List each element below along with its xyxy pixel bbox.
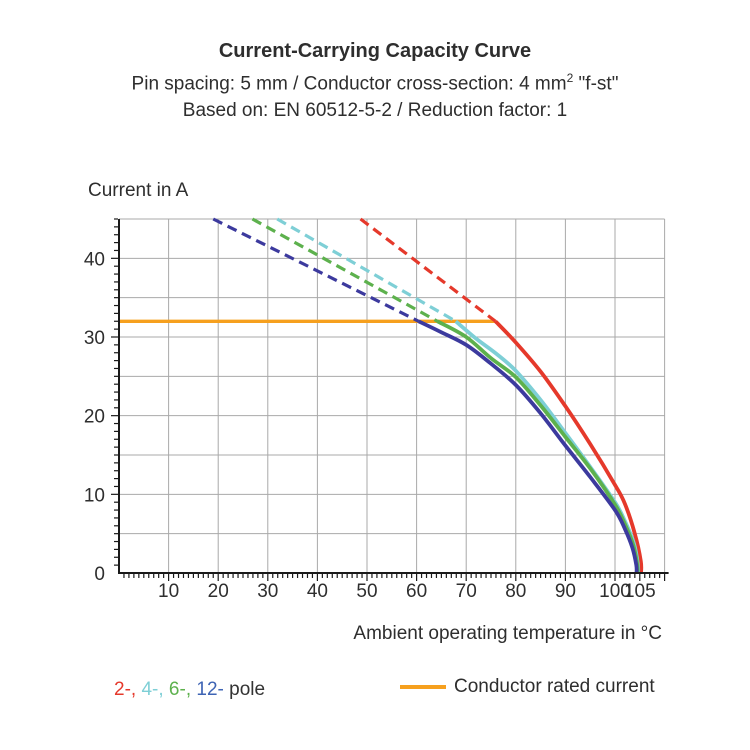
chart-header: Current-Carrying Capacity Curve Pin spac… [0, 38, 750, 124]
curve-solid-12-pole [417, 319, 639, 574]
legend-pole-segment: pole [223, 679, 266, 700]
curve-dashed-4-pole [276, 217, 457, 323]
x-tick-label: 105 [624, 581, 656, 602]
x-tick-label: 90 [555, 581, 576, 602]
subtitle-spec-text: Pin spacing: 5 mm / Conductor cross-sect… [131, 73, 567, 95]
x-tick-label: 30 [257, 581, 278, 602]
x-tick-label: 10 [158, 581, 179, 602]
y-axis-title: Current in A [88, 180, 189, 201]
rated-current-line-icon [400, 685, 446, 689]
subtitle-spec-suffix: "f-st" [573, 73, 619, 95]
x-tick-label: 40 [307, 581, 328, 602]
x-tick-label: 100 [599, 581, 631, 602]
y-tick-label: 20 [84, 407, 105, 428]
x-tick-label: 20 [208, 581, 229, 602]
legend-pole-segment: 12- [191, 679, 224, 700]
curve-dashed-6-pole [251, 217, 439, 323]
subtitle-spec-superscript: 2 [566, 71, 574, 85]
curve-dashed-12-pole [212, 217, 420, 323]
x-axis-title: Ambient operating temperature in °C [353, 623, 662, 644]
legend-pole-segment: 6-, [163, 679, 192, 700]
chart-title: Current-Carrying Capacity Curve [218, 40, 532, 62]
x-tick-label: 80 [505, 581, 526, 602]
y-tick-label: 40 [84, 249, 105, 270]
chart-subtitle-spec: Pin spacing: 5 mm / Conductor cross-sect… [0, 65, 750, 97]
rated-current-label: Conductor rated current [454, 676, 655, 697]
y-tick-label: 0 [94, 564, 105, 585]
x-tick-label: 60 [406, 581, 427, 602]
curve-solid-6-pole [436, 319, 640, 574]
legend-pole-segment: 4-, [136, 679, 164, 700]
y-tick-label: 30 [84, 328, 105, 349]
legend-rated-current: Conductor rated current [400, 676, 655, 698]
legend-pole-labels: 2-, 4-, 6-, 12- pole [114, 679, 265, 701]
x-tick-label: 50 [356, 581, 377, 602]
y-tick-label: 10 [84, 485, 105, 506]
x-tick-label: 70 [456, 581, 477, 602]
curve-dashed-2-pole [359, 217, 497, 323]
chart-subtitle-standard: Based on: EN 60512-5-2 / Reduction facto… [182, 100, 568, 122]
legend-pole-segment: 2-, [114, 679, 137, 700]
curve-solid-2-pole [494, 319, 644, 574]
